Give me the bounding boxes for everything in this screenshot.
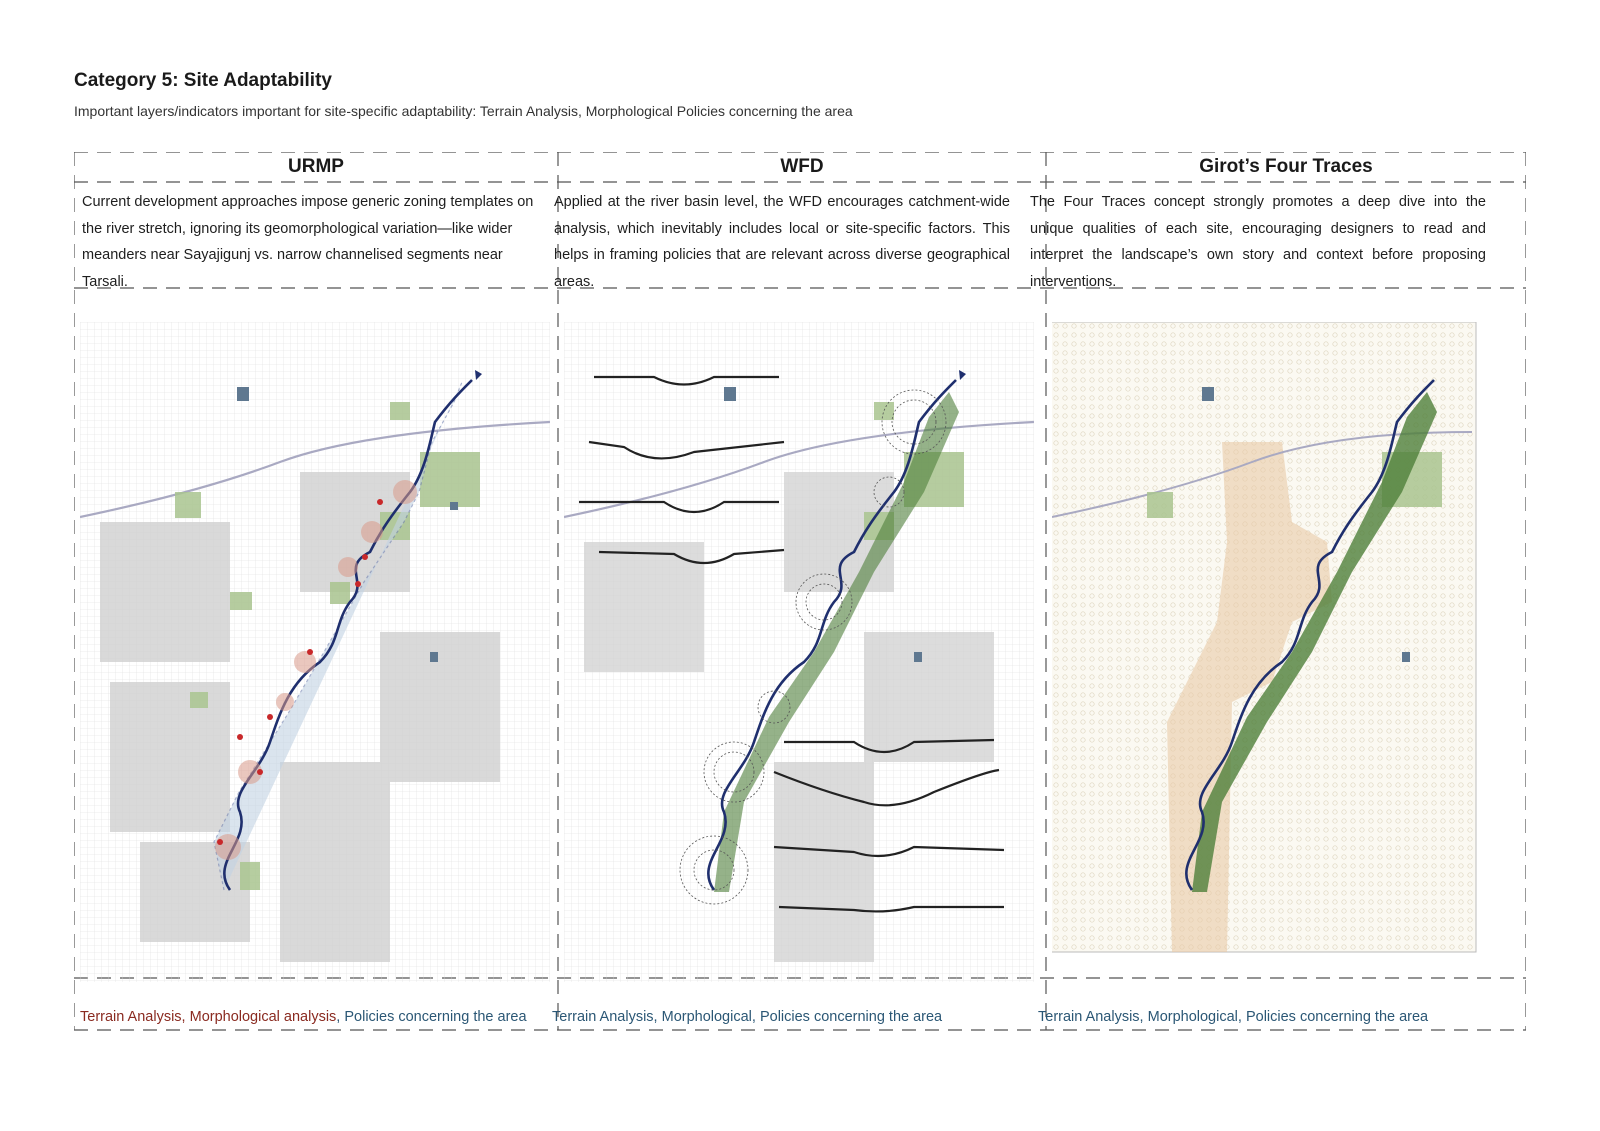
river-line [707, 379, 957, 891]
page-title: Category 5: Site Adaptability [74, 70, 332, 91]
column-footer-girot: Terrain Analysis, Morphological, Policie… [1038, 1009, 1428, 1025]
footer-item-policies: Policies concerning the area [759, 1009, 943, 1025]
river-line [223, 379, 473, 891]
footer-separator: , [751, 1009, 760, 1025]
footer-separator: , [181, 1009, 190, 1025]
column-heading-wfd: WFD [780, 156, 824, 177]
footer-item-morphological: Morphological [1147, 1009, 1238, 1025]
footer-separator: , [1237, 1009, 1246, 1025]
footer-separator: , [1139, 1009, 1148, 1025]
footer-item-policies: Policies concerning the area [1245, 1009, 1429, 1025]
map-wfd [564, 322, 1034, 982]
footer-item-morphological: Morphological [661, 1009, 752, 1025]
column-description-girot: The Four Traces concept strongly promote… [1030, 194, 1486, 290]
column-description-wfd: Applied at the river basin level, the WF… [554, 194, 1010, 290]
column-heading-urmp: URMP [288, 156, 344, 177]
footer-item-terrain-analysis: Terrain Analysis [552, 1009, 654, 1025]
column-footer-wfd: Terrain Analysis, Morphological, Policie… [552, 1009, 942, 1025]
river-line [1185, 379, 1435, 891]
column-footer-urmp: Terrain Analysis, Morphological analysis… [80, 1009, 527, 1025]
map-urmp [80, 322, 550, 982]
footer-item-terrain-analysis: Terrain Analysis [80, 1009, 182, 1025]
comparison-frame: URMP Current development approaches impo… [74, 152, 1526, 1056]
footer-item-terrain-analysis: Terrain Analysis [1038, 1009, 1140, 1025]
map-girot [1052, 322, 1477, 953]
footer-item-morphological-analysis: Morphological analysis [189, 1009, 337, 1025]
column-heading-girot: Girot’s Four Traces [1199, 156, 1373, 177]
footer-separator: , [336, 1009, 345, 1025]
column-description-urmp: Current development approaches impose ge… [82, 194, 534, 290]
page-subtitle: Important layers/indicators important fo… [74, 103, 853, 119]
footer-separator: , [653, 1009, 662, 1025]
footer-item-policies: Policies concerning the area [344, 1009, 527, 1025]
